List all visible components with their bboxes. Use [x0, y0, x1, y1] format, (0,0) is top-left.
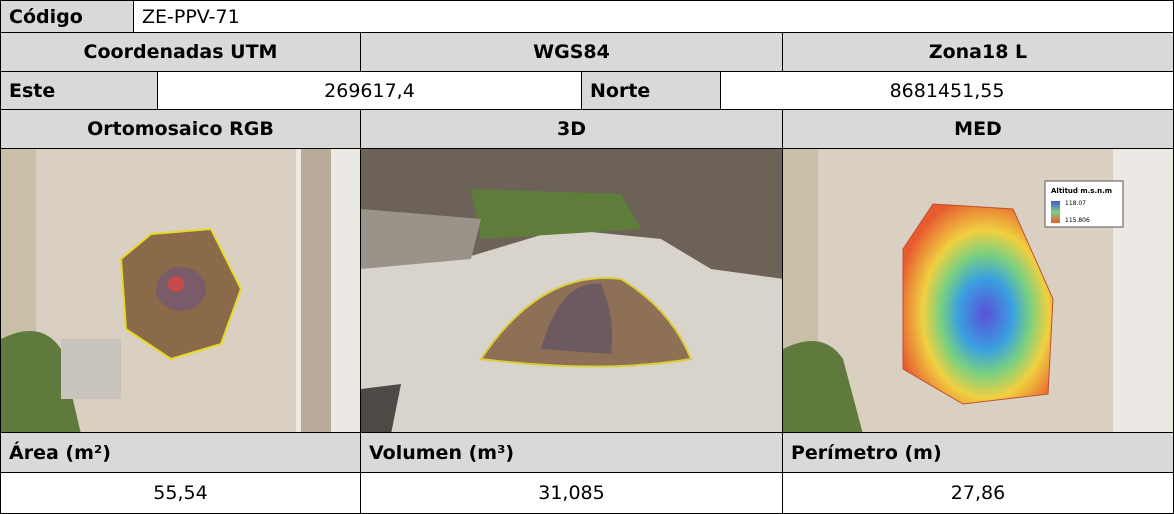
image-title: Ortomosaico RGB	[0, 109, 361, 149]
metric-label: Perímetro (m)	[782, 432, 1174, 473]
metric-label: Volumen (m³)	[360, 432, 783, 473]
zone: Zona18 L	[782, 32, 1174, 72]
dem-drawing: Altitud m.s.n.m 118.07 115.806	[783, 149, 1173, 432]
north-label: Norte	[581, 71, 721, 110]
dem-legend-max: 118.07	[1065, 200, 1086, 207]
metric-value: 27,86	[782, 472, 1174, 514]
dem-legend-min: 115.806	[1065, 217, 1090, 224]
east-value: 269617,4	[157, 71, 582, 110]
code-label: Código	[0, 0, 134, 33]
metric-value: 55,54	[0, 472, 361, 514]
dem-image: Altitud m.s.n.m 118.07 115.806	[782, 148, 1174, 433]
image-title: MED	[782, 109, 1174, 149]
orthomosaic-drawing	[1, 149, 360, 432]
code: ZE-PPV-71	[133, 0, 1174, 33]
orthomosaic-image	[0, 148, 361, 433]
model-3d-image	[360, 148, 783, 433]
datum: WGS84	[360, 32, 783, 72]
metric-value: 31,085	[360, 472, 783, 514]
east-label: Este	[0, 71, 158, 110]
north-value: 8681451,55	[720, 71, 1174, 110]
system-label: Coordenadas UTM	[0, 32, 361, 72]
model-3d-drawing	[361, 149, 782, 432]
dem-legend-title: Altitud m.s.n.m	[1051, 187, 1112, 195]
image-title: 3D	[360, 109, 783, 149]
metric-label: Área (m²)	[0, 432, 361, 473]
